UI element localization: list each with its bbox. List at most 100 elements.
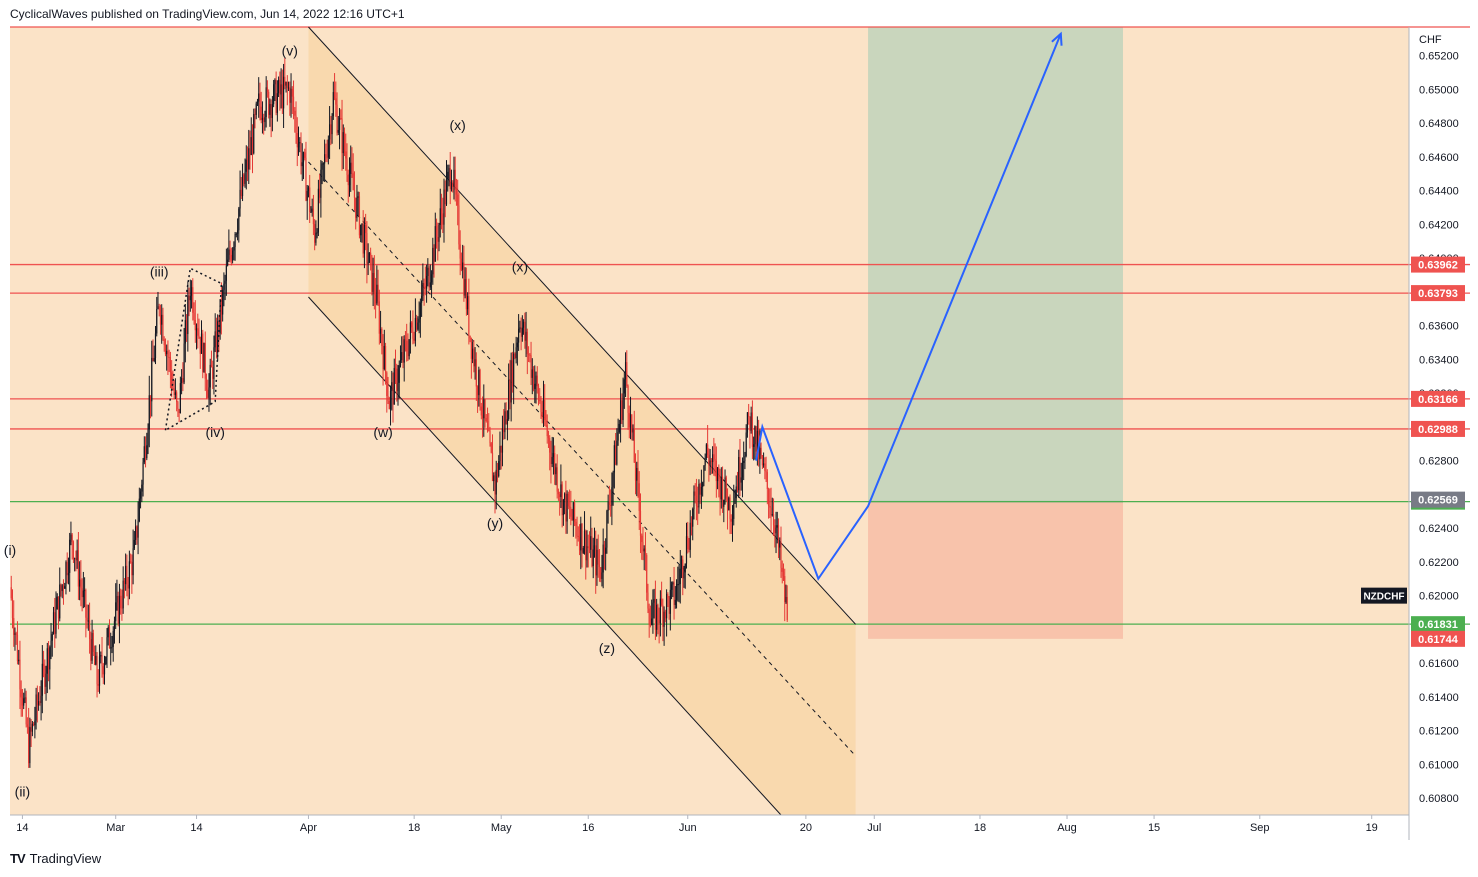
publish-caption: CyclicalWaves published on TradingView.c… bbox=[10, 7, 405, 21]
candle-body bbox=[36, 694, 38, 706]
candle-body bbox=[695, 495, 698, 507]
candle-body bbox=[677, 584, 679, 586]
candle-body bbox=[212, 367, 214, 379]
candle-body bbox=[578, 536, 581, 551]
y-tick-label: 0.64600 bbox=[1419, 152, 1459, 164]
candle-body bbox=[567, 493, 569, 507]
candle-body bbox=[21, 697, 24, 706]
candle-body bbox=[692, 509, 694, 527]
candle-body bbox=[499, 445, 501, 462]
x-tick-label: 18 bbox=[974, 822, 986, 834]
candle-body bbox=[85, 590, 87, 618]
candle-body bbox=[449, 168, 451, 190]
channel-mid-line[interactable] bbox=[308, 161, 856, 757]
candle-body bbox=[707, 444, 709, 455]
candle-body bbox=[315, 232, 317, 243]
candle-body bbox=[540, 401, 542, 412]
candle-body bbox=[70, 534, 72, 540]
level-price-badge bbox=[1411, 256, 1465, 273]
candle-body bbox=[761, 455, 763, 466]
candle-body bbox=[280, 84, 282, 95]
candle-body bbox=[396, 368, 398, 392]
candle-body bbox=[92, 633, 94, 652]
candle-body bbox=[694, 491, 696, 496]
candle-body bbox=[643, 548, 645, 552]
candle-body bbox=[648, 608, 650, 625]
candle-body bbox=[159, 309, 162, 325]
candle-body bbox=[169, 356, 172, 373]
candle-body bbox=[414, 318, 416, 341]
candle-body bbox=[167, 350, 169, 357]
candle-body bbox=[30, 727, 32, 732]
candle-body bbox=[168, 356, 170, 358]
candle-body bbox=[126, 565, 128, 585]
candle-body bbox=[602, 544, 604, 573]
candle-body bbox=[49, 647, 51, 670]
candle-body bbox=[495, 469, 497, 495]
candle-body bbox=[81, 588, 83, 598]
candle-body bbox=[388, 400, 390, 410]
candle-body bbox=[346, 158, 348, 175]
candle-body bbox=[588, 548, 591, 550]
candle-body bbox=[434, 226, 436, 262]
candle-body bbox=[128, 561, 130, 589]
candle-body bbox=[376, 284, 378, 304]
candle-body bbox=[418, 318, 420, 323]
candle-body bbox=[750, 412, 752, 431]
candle-body bbox=[590, 536, 592, 550]
candle-body bbox=[571, 516, 573, 521]
candle-body bbox=[688, 549, 690, 551]
candle-body bbox=[337, 129, 339, 133]
candle-body bbox=[442, 213, 444, 225]
price-badge bbox=[1411, 630, 1465, 647]
candle-body bbox=[299, 142, 301, 144]
level-price-badge bbox=[1411, 420, 1465, 437]
candle-body bbox=[770, 507, 772, 516]
candle-body bbox=[338, 118, 341, 130]
candle-body bbox=[468, 296, 470, 336]
projection-path[interactable] bbox=[755, 33, 1062, 581]
candle-body bbox=[100, 655, 102, 657]
candle-body bbox=[117, 595, 119, 624]
candle-body bbox=[370, 252, 372, 256]
candle-body bbox=[595, 545, 597, 576]
candle-body bbox=[541, 411, 543, 417]
candle-body bbox=[182, 378, 184, 383]
triangle-pattern[interactable] bbox=[164, 267, 223, 432]
candle-body bbox=[113, 621, 116, 631]
channel-upper-line[interactable] bbox=[308, 26, 856, 625]
tradingview-footer[interactable]: TV TradingView bbox=[10, 851, 101, 866]
candle-body bbox=[156, 309, 158, 334]
candle-body bbox=[725, 477, 727, 499]
candle-body bbox=[122, 580, 124, 609]
candle-body bbox=[301, 162, 303, 167]
candle-body bbox=[351, 162, 353, 174]
candle-body bbox=[716, 467, 719, 482]
candle-body bbox=[319, 188, 321, 198]
candle-body bbox=[506, 419, 509, 425]
candle-body bbox=[271, 104, 273, 118]
candle-body bbox=[56, 596, 58, 609]
candle-body bbox=[772, 514, 775, 526]
candle-body bbox=[550, 452, 552, 465]
candle-body bbox=[72, 541, 75, 560]
candle-body bbox=[234, 234, 236, 247]
candle-body bbox=[259, 93, 261, 107]
wave-label: (x) bbox=[512, 259, 528, 275]
y-tick-label: 0.65200 bbox=[1419, 51, 1459, 63]
candle-body bbox=[720, 476, 722, 500]
candle-body bbox=[656, 604, 658, 630]
candle-body bbox=[423, 283, 425, 286]
candle-body bbox=[239, 189, 241, 209]
candle-body bbox=[698, 483, 700, 508]
candle-body bbox=[505, 411, 507, 425]
candle-body bbox=[305, 157, 307, 201]
candle-body bbox=[290, 88, 292, 103]
candle-body bbox=[215, 331, 218, 353]
y-tick-label: 0.61600 bbox=[1419, 658, 1459, 670]
candle-body bbox=[779, 542, 781, 548]
candle-body bbox=[596, 549, 598, 576]
candle-body bbox=[649, 624, 652, 626]
candle-body bbox=[762, 463, 765, 466]
